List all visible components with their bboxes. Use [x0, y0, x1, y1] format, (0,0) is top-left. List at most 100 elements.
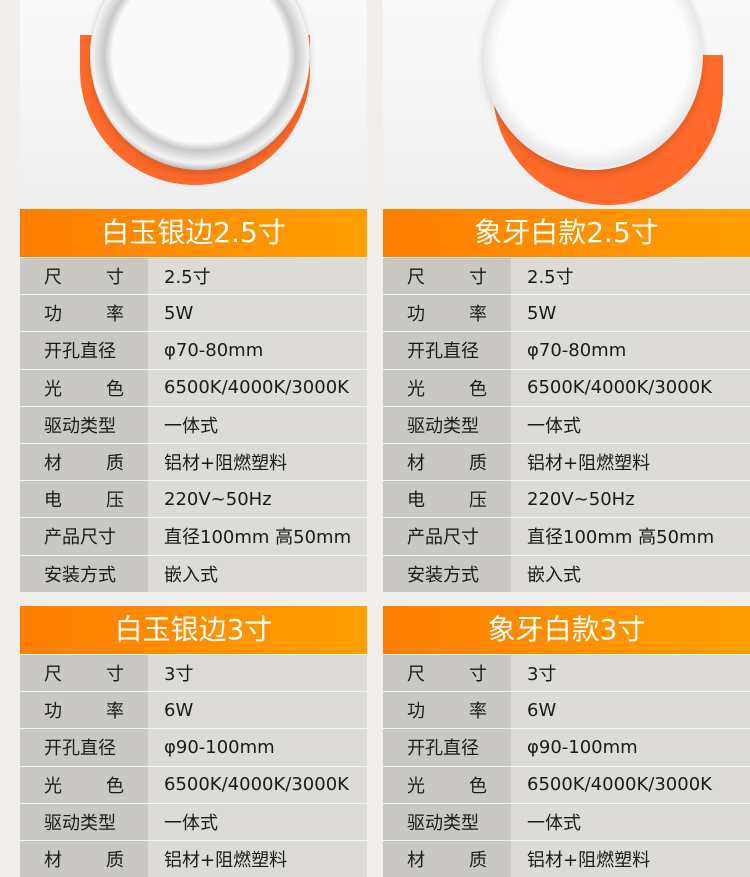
- spec-row: 电压 220V~50Hz: [383, 480, 750, 518]
- spec-label: 功率: [383, 295, 511, 332]
- spec-label: 尺寸: [20, 655, 148, 692]
- spec-row: 尺寸 2.5寸: [383, 257, 750, 295]
- spec-label: 驱动类型: [20, 406, 148, 443]
- product-title: 白玉银边3寸: [20, 606, 367, 654]
- spec-row: 产品尺寸 直径100mm 高50mm: [20, 517, 367, 555]
- spec-label: 尺寸: [383, 655, 511, 692]
- spec-label: 尺寸: [20, 258, 148, 295]
- spec-row: 尺寸 2.5寸: [20, 257, 367, 295]
- spec-value: 6W: [511, 692, 750, 729]
- spec-row: 功率 6W: [20, 691, 367, 729]
- spec-value: 5W: [148, 295, 367, 332]
- spec-row: 驱动类型 一体式: [383, 802, 750, 840]
- spec-value: 铝材+阻燃塑料: [148, 443, 367, 481]
- spec-label: 开孔直径: [20, 729, 148, 766]
- spec-label: 开孔直径: [383, 332, 511, 369]
- spec-label: 材质: [20, 443, 148, 481]
- product-spec-panel: 象牙白款2.5寸尺寸 2.5寸功率 5W 开孔直径 φ70-80mm 光色 6500K/40…: [383, 0, 750, 592]
- spec-value: 2.5寸: [148, 258, 367, 295]
- spec-row: 安装方式 嵌入式: [383, 554, 750, 592]
- spec-value: 嵌入式: [148, 555, 367, 592]
- product-spec-panel: 白玉银边3寸尺寸 3寸功率 6W 开孔直径 φ90-100mm 光色 6500K/4000K…: [20, 606, 367, 877]
- spec-value: 6W: [148, 692, 367, 729]
- spec-row: 材质铝材+阻燃塑料: [20, 442, 367, 481]
- spec-value: 嵌入式: [511, 555, 750, 592]
- spec-label: 光色: [383, 369, 511, 406]
- spec-row: 尺寸 3寸: [383, 654, 750, 692]
- spec-label: 材质: [383, 443, 511, 481]
- spec-label: 驱动类型: [383, 803, 511, 840]
- spec-row: 功率 6W: [383, 691, 750, 729]
- spec-label: 电压: [383, 481, 511, 518]
- spec-row: 功率 5W: [20, 294, 367, 332]
- spec-label: 开孔直径: [383, 729, 511, 766]
- product-spec-panel: 象牙白款3寸尺寸 3寸功率 6W 开孔直径 φ90-100mm 光色 6500K/4000K…: [383, 606, 750, 877]
- product-title: 象牙白款2.5寸: [383, 209, 750, 257]
- spec-label: 开孔直径: [20, 332, 148, 369]
- spec-label: 材质: [20, 840, 148, 877]
- spec-value: 铝材+阻燃塑料: [511, 443, 750, 481]
- spec-row: 光色 6500K/4000K/3000K: [20, 765, 367, 803]
- spec-row: 产品尺寸 直径100mm 高50mm: [383, 517, 750, 555]
- spec-value: 一体式: [148, 803, 367, 840]
- spec-row: 材质铝材+阻燃塑料: [383, 442, 750, 481]
- spec-row: 光色 6500K/4000K/3000K: [383, 765, 750, 803]
- spec-row: 光色 6500K/4000K/3000K: [383, 368, 750, 406]
- product-title: 白玉银边2.5寸: [20, 209, 367, 257]
- spec-row: 材质铝材+阻燃塑料: [20, 839, 367, 877]
- spec-label: 产品尺寸: [20, 518, 148, 555]
- spec-row: 材质铝材+阻燃塑料: [383, 839, 750, 877]
- spec-value: 220V~50Hz: [511, 481, 750, 518]
- spec-value: 220V~50Hz: [148, 481, 367, 518]
- spec-label: 功率: [20, 295, 148, 332]
- spec-label: 尺寸: [383, 258, 511, 295]
- spec-value: 6500K/4000K/3000K: [511, 766, 750, 803]
- spec-value: 铝材+阻燃塑料: [511, 840, 750, 877]
- spec-value: 一体式: [511, 406, 750, 443]
- spec-row: 功率 5W: [383, 294, 750, 332]
- spec-value: 直径100mm 高50mm: [148, 518, 367, 555]
- product-title: 象牙白款3寸: [383, 606, 750, 654]
- spec-row: 开孔直径 φ70-80mm: [383, 331, 750, 369]
- spec-row: 开孔直径 φ90-100mm: [383, 728, 750, 766]
- spec-row: 开孔直径 φ90-100mm: [20, 728, 367, 766]
- spec-label: 光色: [20, 369, 148, 406]
- spec-row: 尺寸 3寸: [20, 654, 367, 692]
- spec-row: 驱动类型 一体式: [20, 405, 367, 443]
- spec-value: 5W: [511, 295, 750, 332]
- spec-label: 材质: [383, 840, 511, 877]
- spec-value: φ70-80mm: [511, 332, 750, 369]
- spec-label: 安装方式: [20, 555, 148, 592]
- spec-value: 一体式: [148, 406, 367, 443]
- spec-value: 一体式: [511, 803, 750, 840]
- spec-label: 安装方式: [383, 555, 511, 592]
- spec-value: 6500K/4000K/3000K: [511, 369, 750, 406]
- spec-value: φ90-100mm: [148, 729, 367, 766]
- product-spec-panel: 白玉银边2.5寸尺寸 2.5寸功率 5W 开孔直径 φ70-80mm 光色 6500K/40…: [20, 0, 367, 592]
- spec-label: 驱动类型: [20, 803, 148, 840]
- spec-row: 安装方式 嵌入式: [20, 554, 367, 592]
- spec-label: 产品尺寸: [383, 518, 511, 555]
- spec-row: 光色 6500K/4000K/3000K: [20, 368, 367, 406]
- spec-value: 铝材+阻燃塑料: [148, 840, 367, 877]
- spec-value: 6500K/4000K/3000K: [148, 369, 367, 406]
- spec-row: 电压 220V~50Hz: [20, 480, 367, 518]
- spec-label: 电压: [20, 481, 148, 518]
- spec-label: 光色: [383, 766, 511, 803]
- spec-row: 驱动类型 一体式: [20, 802, 367, 840]
- spec-value: φ90-100mm: [511, 729, 750, 766]
- spec-value: 3寸: [511, 655, 750, 692]
- spec-label: 功率: [20, 692, 148, 729]
- spec-value: 2.5寸: [511, 258, 750, 295]
- product-image: [383, 0, 750, 209]
- spec-value: 直径100mm 高50mm: [511, 518, 750, 555]
- spec-label: 驱动类型: [383, 406, 511, 443]
- spec-value: 3寸: [148, 655, 367, 692]
- spec-label: 功率: [383, 692, 511, 729]
- spec-row: 驱动类型 一体式: [383, 405, 750, 443]
- product-image: [20, 0, 367, 209]
- spec-value: 6500K/4000K/3000K: [148, 766, 367, 803]
- spec-row: 开孔直径 φ70-80mm: [20, 331, 367, 369]
- spec-value: φ70-80mm: [148, 332, 367, 369]
- spec-label: 光色: [20, 766, 148, 803]
